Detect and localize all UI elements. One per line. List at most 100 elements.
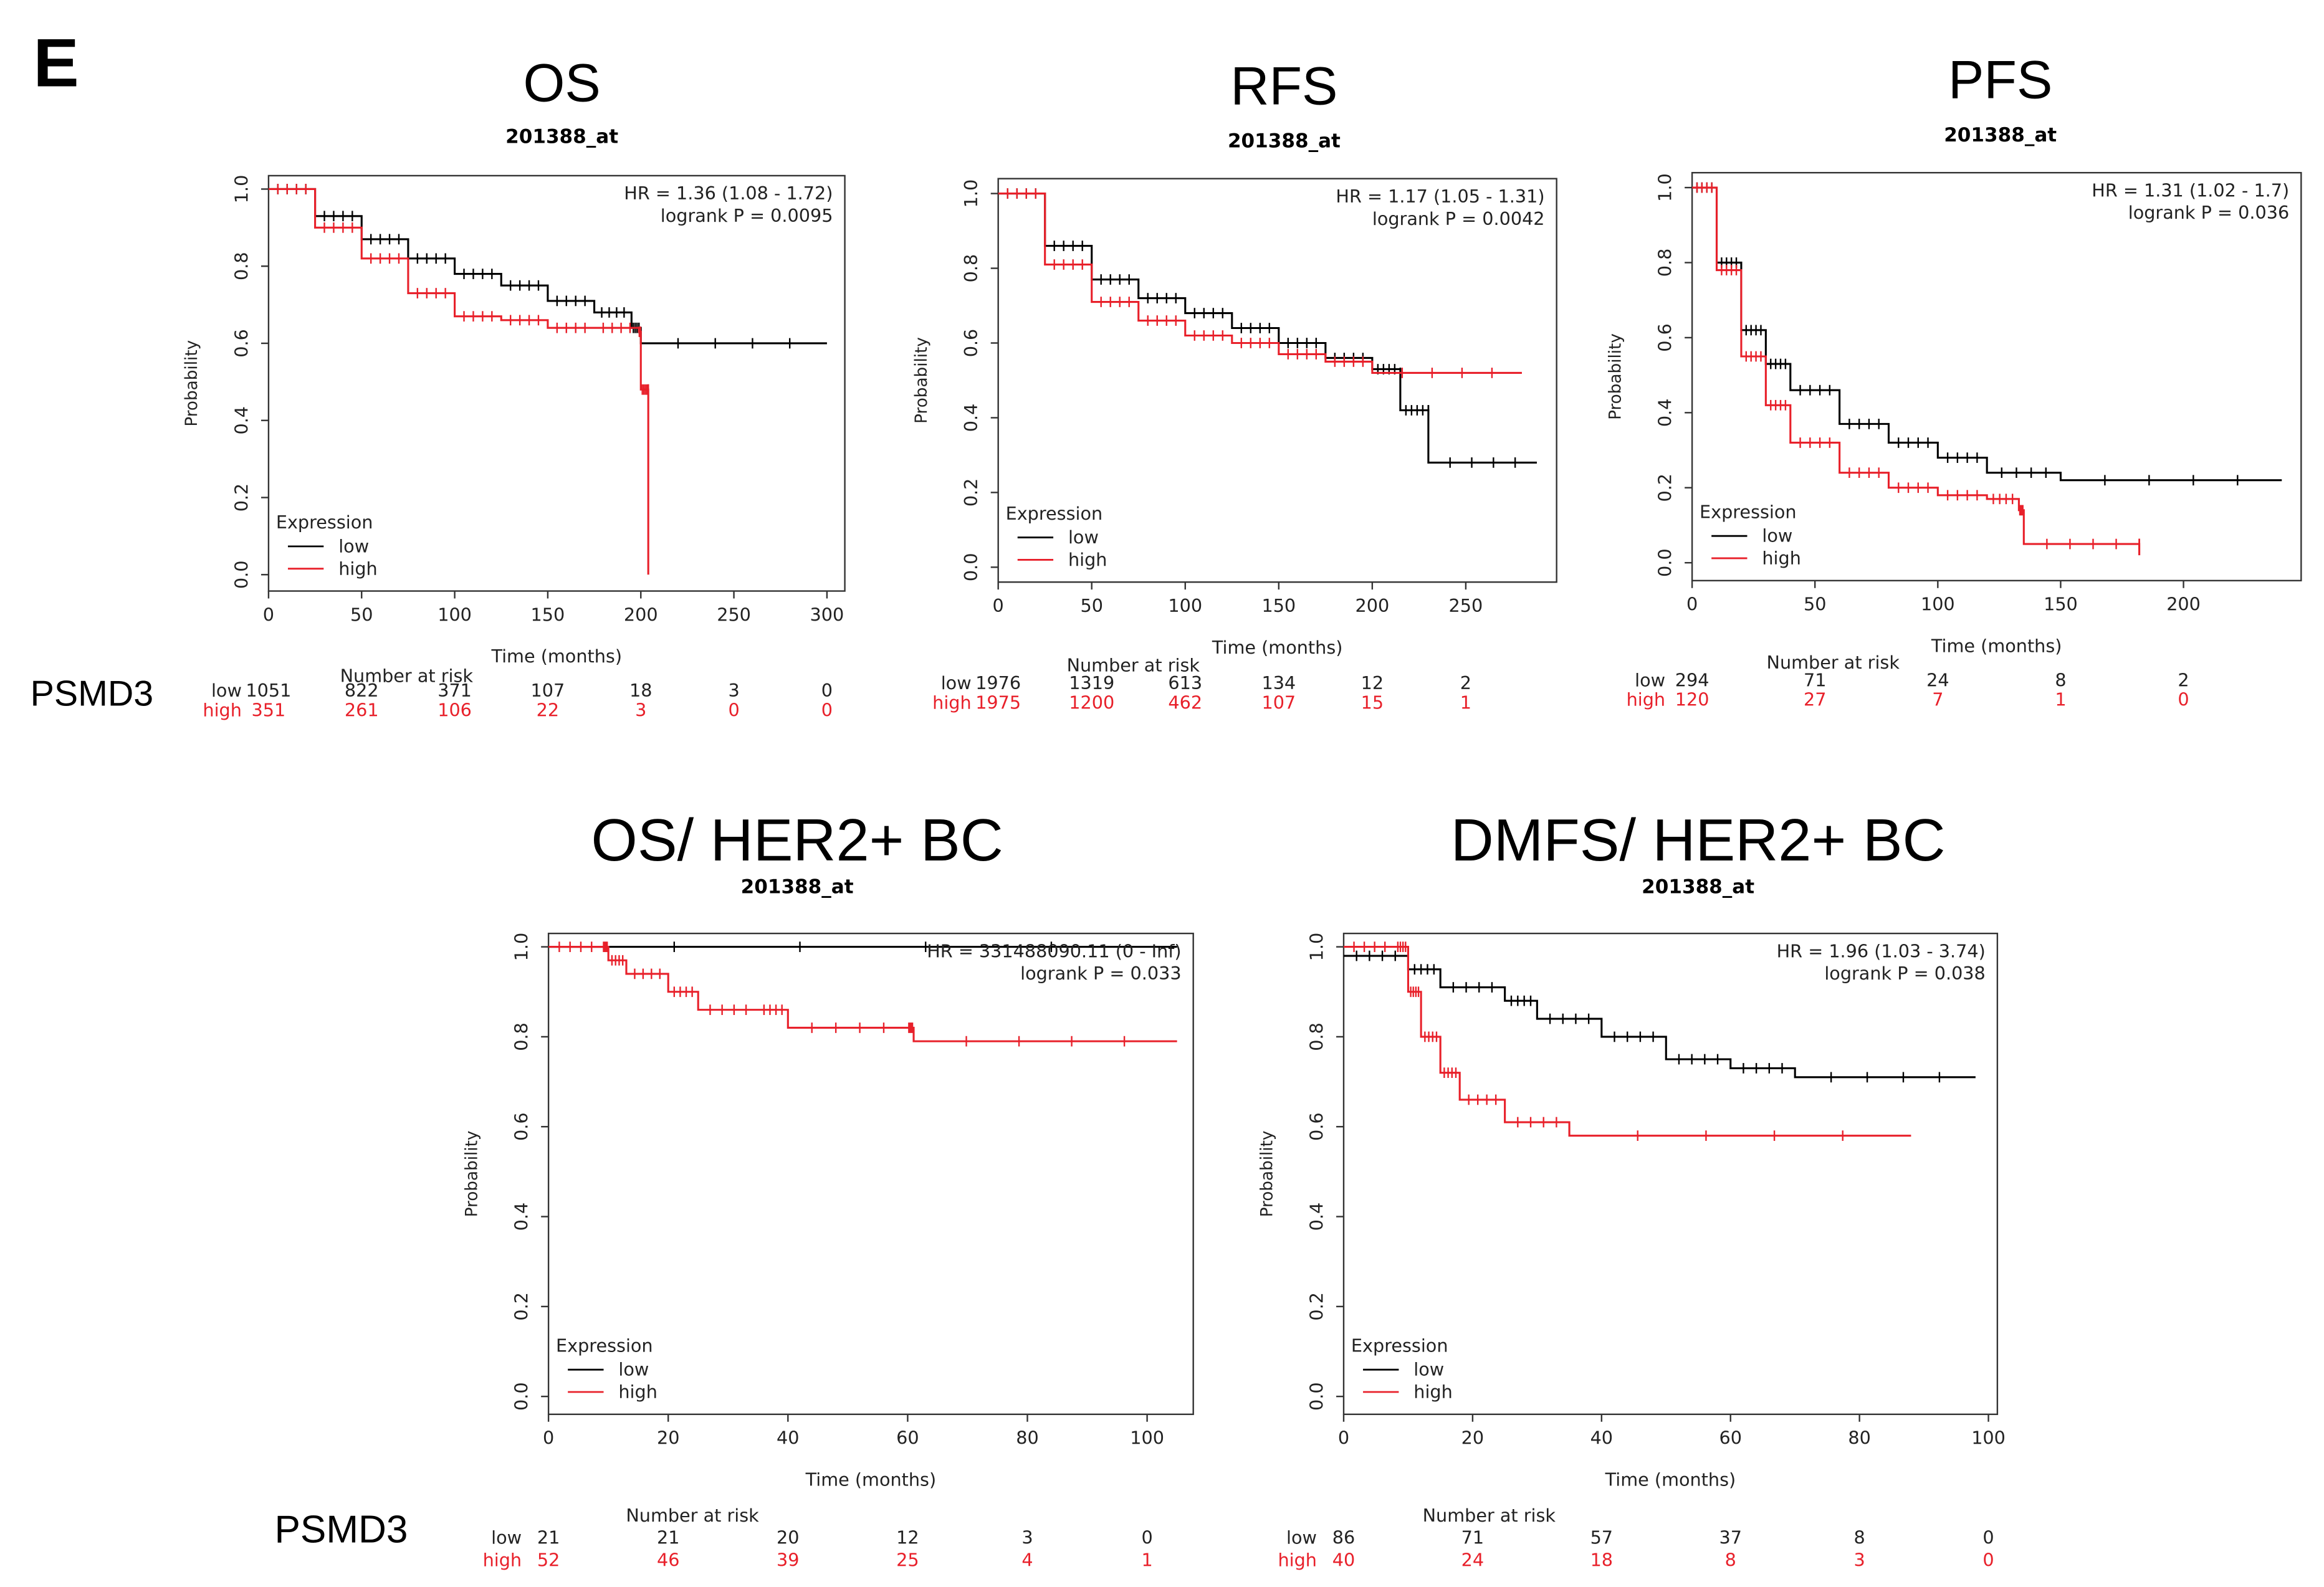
gene-label-top: PSMD3	[31, 674, 154, 714]
risk-row-label-high: high	[1278, 1550, 1317, 1571]
legend-entry-low: low	[338, 535, 369, 556]
x-tick-label: 20	[1461, 1427, 1484, 1449]
logrank-text: logrank P = 0.0042	[1372, 208, 1545, 229]
risk-value-low: 3	[728, 680, 739, 701]
chart-title: OS	[523, 53, 600, 113]
risk-value-low: 71	[1461, 1527, 1484, 1548]
x-axis-label: Time (months)	[1605, 1469, 1736, 1490]
risk-value-low: 0	[1982, 1527, 1994, 1548]
risk-value-low: 613	[1168, 672, 1202, 693]
plot-frame	[997, 178, 1557, 583]
x-axis-label: Time (months)	[1212, 637, 1343, 658]
x-tick-label: 200	[1356, 595, 1390, 616]
legend-title: Expression	[1351, 1335, 1448, 1356]
risk-value-high: 22	[537, 699, 559, 720]
chart-subtitle: 201388_at	[1642, 876, 1754, 898]
risk-row-label-high: high	[483, 1550, 522, 1571]
risk-value-low: 3	[1021, 1527, 1033, 1548]
risk-row-label-low: low	[1286, 1527, 1317, 1548]
y-tick-label: 0.2	[511, 1292, 532, 1321]
risk-value-high: 4	[1021, 1550, 1033, 1571]
risk-value-high: 1975	[975, 692, 1021, 713]
x-tick-label: 150	[1261, 595, 1296, 616]
risk-value-high: 24	[1461, 1550, 1484, 1571]
x-tick-label: 0	[1686, 594, 1698, 615]
y-tick-label: 0.2	[960, 479, 982, 507]
legend-entry-low: low	[1413, 1359, 1444, 1380]
risk-value-low: 8	[1854, 1527, 1865, 1548]
y-tick-label: 0.6	[960, 329, 982, 358]
y-tick-label: 0.6	[1655, 323, 1676, 352]
risk-value-low: 71	[1804, 669, 1826, 690]
x-tick-label: 300	[810, 604, 844, 625]
y-tick-label: 0.8	[1655, 249, 1676, 277]
legend-entry-low: low	[1068, 527, 1099, 548]
figure-label: E	[33, 26, 79, 102]
risk-value-high: 0	[1982, 1550, 1994, 1571]
plot-frame	[1342, 932, 1999, 1416]
y-axis-label: Probability	[183, 340, 201, 427]
risk-value-high: 107	[1261, 692, 1296, 713]
risk-value-low: 18	[629, 680, 652, 701]
legend-entry-high: high	[1762, 548, 1800, 569]
logrank-text: logrank P = 0.036	[2128, 202, 2289, 223]
x-tick-label: 80	[1016, 1427, 1038, 1449]
risk-value-low: 8	[2055, 669, 2066, 690]
y-axis-label: Probability	[1258, 1131, 1276, 1218]
risk-value-high: 1	[1141, 1550, 1152, 1571]
y-tick-label: 0.0	[231, 560, 252, 589]
y-tick-label: 1.0	[1306, 933, 1327, 961]
risk-value-high: 120	[1675, 689, 1710, 710]
x-tick-label: 50	[1804, 594, 1826, 615]
x-tick-label: 250	[717, 604, 751, 625]
x-tick-label: 80	[1848, 1427, 1870, 1449]
y-tick-label: 0.2	[231, 484, 252, 512]
risk-value-low: 371	[438, 680, 472, 701]
x-tick-label: 100	[1921, 594, 1955, 615]
x-tick-label: 100	[1168, 595, 1202, 616]
risk-row-label-low: low	[1635, 669, 1665, 690]
km-curve-low	[1343, 955, 1976, 1079]
y-axis-label: Probability	[462, 1131, 481, 1218]
plot-frame	[267, 174, 846, 592]
risk-value-high: 106	[438, 699, 472, 720]
y-tick-label: 0.6	[511, 1112, 532, 1141]
x-tick-label: 200	[2166, 594, 2201, 615]
y-tick-label: 0.8	[511, 1022, 532, 1051]
x-tick-label: 150	[2044, 594, 2078, 615]
x-tick-label: 50	[1080, 595, 1102, 616]
risk-row-label-high: high	[203, 699, 241, 720]
legend-title: Expression	[1700, 501, 1797, 522]
risk-row-label-low: low	[941, 672, 972, 693]
risk-value-high: 3	[635, 699, 646, 720]
y-tick-label: 1.0	[1655, 173, 1676, 202]
y-tick-label: 0.8	[1306, 1022, 1327, 1051]
risk-value-high: 1200	[1069, 692, 1114, 713]
y-tick-label: 0.2	[1655, 474, 1676, 502]
km-curve-low	[1692, 186, 2282, 482]
km-curve-high	[998, 193, 1522, 374]
plot-frame	[547, 932, 1194, 1416]
chart-title: PFS	[1948, 50, 2052, 110]
x-tick-label: 0	[263, 604, 274, 625]
risk-value-low: 21	[657, 1527, 679, 1548]
legend-entry-high: high	[618, 1381, 657, 1403]
x-tick-label: 150	[531, 604, 565, 625]
risk-value-high: 0	[2178, 689, 2189, 710]
y-tick-label: 0.4	[960, 404, 982, 432]
x-tick-label: 200	[624, 604, 658, 625]
risk-value-low: 0	[1141, 1527, 1152, 1548]
risk-value-low: 37	[1719, 1527, 1742, 1548]
y-tick-label: 0.0	[511, 1382, 532, 1411]
chart-subtitle: 201388_at	[505, 125, 618, 148]
km-curve-high	[1692, 186, 2141, 556]
x-axis-label: Time (months)	[805, 1469, 937, 1490]
y-tick-label: 0.0	[960, 553, 982, 582]
y-axis-label: Probability	[912, 337, 931, 424]
x-tick-label: 100	[1130, 1427, 1164, 1449]
y-tick-label: 0.4	[1655, 399, 1676, 427]
risk-value-high: 52	[537, 1550, 560, 1571]
risk-value-low: 57	[1590, 1527, 1613, 1548]
risk-table-title: Number at risk	[626, 1505, 759, 1526]
